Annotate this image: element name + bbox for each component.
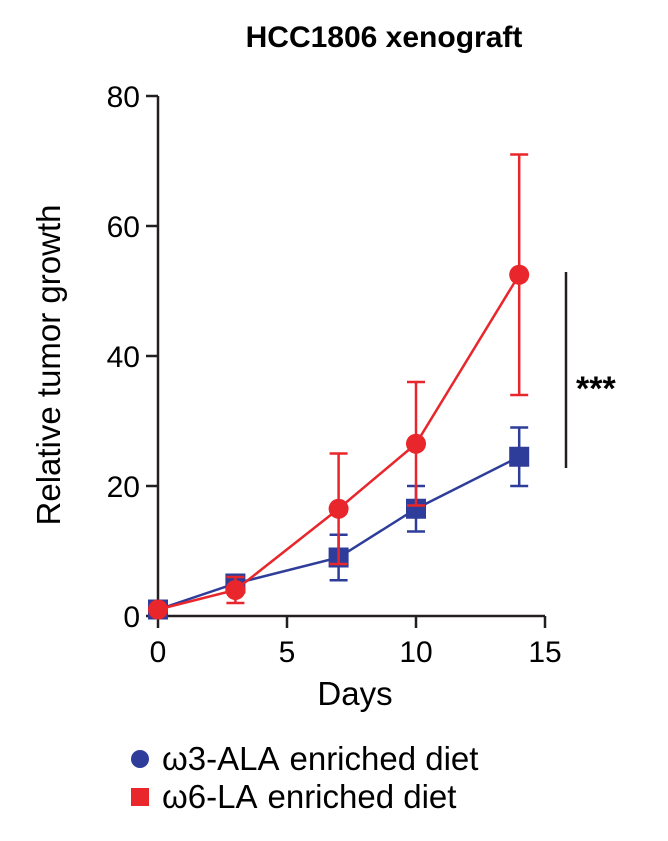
y-axis: 0 20 40 60 80	[107, 81, 160, 634]
data-point	[509, 264, 530, 285]
y-tick-label: 0	[123, 601, 140, 634]
data-point	[225, 580, 246, 600]
data-point	[406, 433, 426, 454]
data-point	[148, 599, 168, 620]
y-axis-label: Relative tumor growth	[30, 205, 67, 526]
legend-label-prefix: ω6-LA	[162, 778, 257, 815]
x-tick-label: 15	[528, 636, 561, 669]
legend-item: ω6-LA enriched diet	[131, 778, 456, 815]
x-axis: 0 5 10 15	[150, 614, 562, 669]
data-point	[509, 446, 530, 467]
legend-label-prefix: ω3-ALA	[162, 740, 279, 777]
legend-label-suffix: enriched diet	[289, 740, 478, 777]
y-tick-label: 80	[107, 81, 140, 114]
legend-marker	[131, 750, 149, 768]
y-tick-label: 20	[107, 471, 140, 504]
chart-title: HCC1806 xenograft	[246, 21, 523, 54]
legend-marker	[131, 788, 149, 806]
y-tick-label: 40	[107, 341, 140, 374]
legend-item: ω3-ALA enriched diet	[131, 740, 478, 777]
y-tick-label: 60	[107, 211, 140, 244]
data-point	[328, 498, 349, 519]
legend-label-suffix: enriched diet	[267, 778, 456, 815]
x-axis-label: Days	[317, 675, 392, 712]
x-tick-label: 10	[399, 636, 432, 669]
x-tick-label: 0	[150, 636, 167, 669]
series-2	[148, 153, 530, 620]
plot-area	[148, 153, 530, 620]
x-tick-label: 5	[279, 636, 296, 669]
data-point	[406, 498, 426, 519]
significance-label: ***	[576, 370, 616, 408]
